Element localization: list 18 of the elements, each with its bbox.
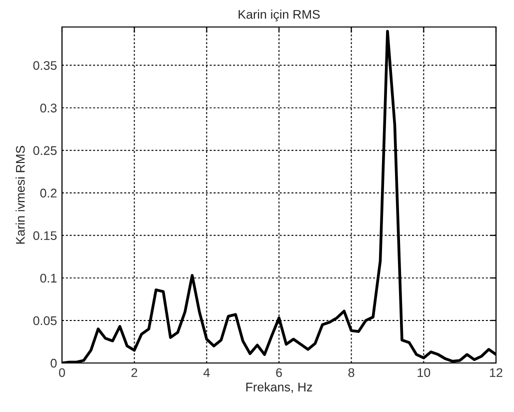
- x-tick-label: 8: [348, 368, 354, 378]
- y-tick-label: 0.35: [33, 61, 57, 70]
- y-tick-label: 0.05: [33, 316, 57, 326]
- y-tick-label: 0.2: [40, 188, 57, 198]
- y-axis-title: Karin ivmesi RMS: [16, 146, 25, 244]
- x-tick-label: 0: [59, 368, 65, 378]
- x-tick-label: 6: [276, 368, 282, 378]
- x-tick-label: 12: [490, 368, 502, 377]
- y-tick-label: 0.15: [33, 231, 57, 240]
- y-tick-label: 0.25: [33, 146, 57, 155]
- x-tick-label: 2: [131, 368, 138, 377]
- y-tick-label: 0.1: [40, 274, 57, 283]
- y-tick-label: 0.3: [40, 104, 57, 112]
- x-tick-label: 4: [203, 368, 210, 377]
- chart-title: Karin için RMS: [238, 10, 320, 22]
- y-tick-label: 0: [50, 358, 57, 368]
- x-tick-label: 10: [418, 368, 430, 378]
- x-axis-title: Frekans, Hz: [246, 382, 312, 393]
